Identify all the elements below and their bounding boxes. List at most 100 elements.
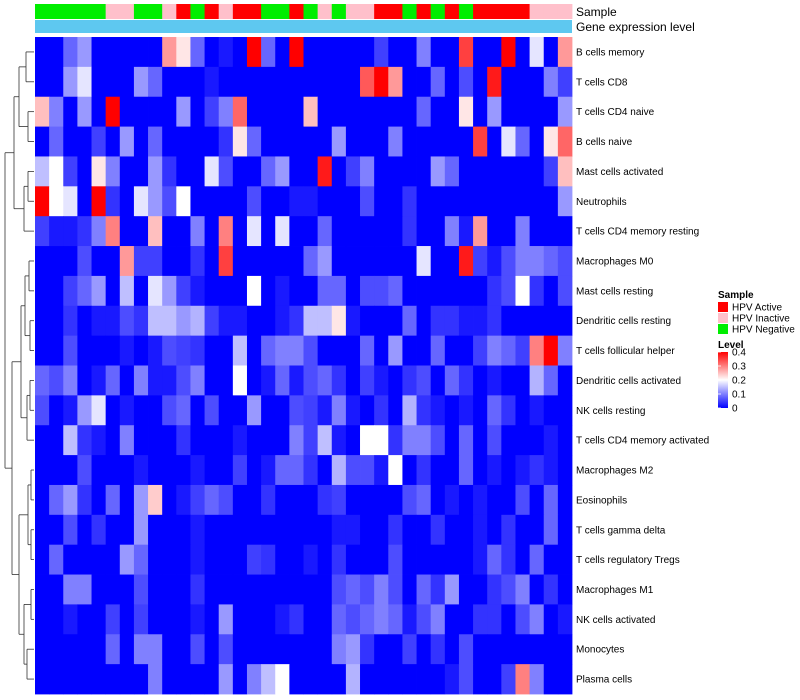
heatmap-cell bbox=[190, 365, 205, 396]
heatmap-cell bbox=[402, 574, 417, 605]
heatmap-cell bbox=[119, 335, 135, 366]
heatmap-cell bbox=[303, 335, 319, 366]
heatmap-cell bbox=[444, 156, 460, 187]
heatmap-cell bbox=[204, 664, 220, 695]
annotation-label-sample: Sample bbox=[576, 5, 617, 19]
heatmap-cell bbox=[204, 395, 220, 426]
heatmap-cell bbox=[303, 634, 319, 665]
heatmap-cell bbox=[374, 484, 389, 516]
heatmap-cell bbox=[35, 66, 50, 98]
heatmap-cell bbox=[261, 186, 276, 217]
heatmap-cell bbox=[204, 37, 220, 68]
heatmap-cell bbox=[49, 664, 64, 695]
heatmap-cell bbox=[331, 664, 347, 695]
heatmap-cell bbox=[49, 425, 64, 456]
heatmap-cell bbox=[557, 37, 573, 68]
heatmap-cell bbox=[388, 484, 403, 516]
heatmap-cell bbox=[557, 365, 573, 396]
heatmap-cell bbox=[176, 484, 191, 516]
sample-legend-title: Sample bbox=[718, 290, 754, 301]
heatmap-cell bbox=[204, 425, 220, 456]
heatmap-cell bbox=[402, 664, 417, 695]
heatmap-cell bbox=[119, 365, 135, 396]
heatmap-cell bbox=[105, 634, 121, 665]
heatmap-cell bbox=[345, 186, 361, 217]
heatmap-cell bbox=[416, 37, 432, 68]
heatmap-cell bbox=[360, 365, 375, 396]
heatmap-cell bbox=[345, 365, 361, 396]
heatmap-cell bbox=[458, 156, 474, 187]
heatmap-cell bbox=[275, 305, 290, 337]
heatmap-cell bbox=[444, 216, 460, 247]
heatmap-cell bbox=[176, 37, 191, 68]
heatmap-cell bbox=[402, 395, 417, 426]
heatmap-cell bbox=[232, 126, 248, 157]
heatmap-cell bbox=[303, 664, 319, 695]
heatmap-cell bbox=[119, 604, 135, 635]
heatmap-cell bbox=[487, 186, 502, 217]
heatmap-cell bbox=[289, 126, 304, 157]
row-label: Monocytes bbox=[576, 645, 624, 656]
heatmap-cell bbox=[458, 126, 474, 157]
heatmap-cell bbox=[458, 395, 474, 426]
heatmap-cell bbox=[77, 634, 92, 665]
heatmap-cell bbox=[91, 96, 107, 127]
heatmap-cell bbox=[416, 66, 432, 98]
heatmap-cell bbox=[148, 425, 163, 456]
heatmap-cell bbox=[35, 126, 50, 157]
heatmap-cell bbox=[148, 246, 163, 277]
heatmap-cell bbox=[218, 664, 234, 695]
heatmap-cell bbox=[402, 37, 417, 68]
heatmap-cell bbox=[261, 126, 276, 157]
heatmap-cell bbox=[487, 395, 502, 426]
heatmap-cell bbox=[487, 455, 502, 486]
sample-annotation-cell bbox=[317, 4, 333, 19]
heatmap-cell bbox=[543, 305, 559, 337]
heatmap-cell bbox=[49, 275, 64, 307]
heatmap-cell bbox=[218, 96, 234, 127]
heatmap-cell bbox=[458, 305, 474, 337]
heatmap-cell bbox=[543, 246, 559, 277]
heatmap-cell bbox=[360, 455, 375, 486]
heatmap-cell bbox=[402, 425, 417, 456]
heatmap-cell bbox=[444, 484, 460, 516]
heatmap-cell bbox=[303, 156, 319, 187]
heatmap-cell bbox=[289, 335, 304, 366]
heatmap-cell bbox=[289, 425, 304, 456]
heatmap-cell bbox=[416, 455, 432, 486]
heatmap-cell bbox=[35, 484, 50, 516]
heatmap-cell bbox=[416, 305, 432, 337]
heatmap-cell bbox=[162, 305, 177, 337]
row-dendrogram bbox=[4, 51, 34, 680]
heatmap-cell bbox=[105, 484, 121, 516]
heatmap-cell bbox=[303, 186, 319, 217]
heatmap-cell bbox=[63, 604, 78, 635]
heatmap-cell bbox=[388, 126, 403, 157]
heatmap-cell bbox=[218, 455, 234, 486]
heatmap-cell bbox=[232, 395, 248, 426]
heatmap-cell bbox=[557, 425, 573, 456]
heatmap-cell bbox=[317, 484, 333, 516]
heatmap-cell bbox=[63, 484, 78, 516]
heatmap-cell bbox=[162, 37, 177, 68]
heatmap-cell bbox=[331, 514, 347, 546]
heatmap-cell bbox=[133, 365, 149, 396]
heatmap-cell bbox=[275, 37, 290, 68]
heatmap-cell bbox=[543, 37, 559, 68]
heatmap-cell bbox=[105, 216, 121, 247]
heatmap-cell bbox=[176, 544, 191, 575]
sample-annotation-cell bbox=[444, 4, 460, 19]
heatmap-cell bbox=[430, 96, 446, 127]
row-labels: B cells memory T cells CD8 T cells CD4 nai… bbox=[576, 47, 709, 685]
heatmap-cell bbox=[317, 216, 333, 247]
sample-annotation-cell bbox=[543, 4, 559, 19]
heatmap-cell bbox=[133, 425, 149, 456]
heatmap-cell bbox=[543, 156, 559, 187]
heatmap-cell bbox=[77, 365, 92, 396]
heatmap-cell bbox=[303, 216, 319, 247]
heatmap-cell bbox=[557, 514, 573, 546]
heatmap-cell bbox=[515, 305, 531, 337]
heatmap-cell bbox=[148, 126, 163, 157]
heatmap-cell bbox=[543, 96, 559, 127]
